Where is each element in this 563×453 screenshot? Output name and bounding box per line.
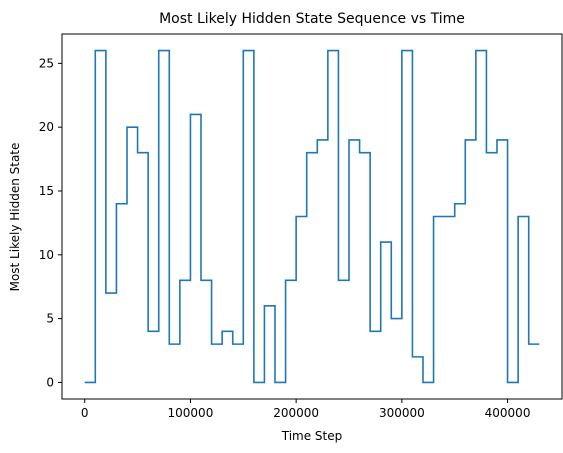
y-tick-label: 5 [46, 312, 54, 326]
series-line-0 [84, 49, 540, 384]
x-tick-label: 300000 [379, 406, 425, 420]
plot-area [84, 49, 540, 384]
x-axis-label: Time Step [281, 429, 343, 443]
y-tick-label: 15 [39, 184, 54, 198]
axis-ticks: 0 100000 200000 300000 400000 0 5 10 15 20 25 [39, 56, 531, 420]
y-tick-label: 10 [39, 248, 54, 262]
y-axis-label: Most Likely Hidden State [8, 143, 22, 292]
x-tick-label: 200000 [273, 406, 319, 420]
y-tick-label: 20 [39, 120, 54, 134]
axes-frame [61, 33, 563, 400]
chart-title: Most Likely Hidden State Sequence vs Tim… [159, 11, 465, 27]
x-tick-label: 0 [81, 406, 89, 420]
y-tick-label: 25 [39, 56, 54, 70]
x-tick-label: 100000 [168, 406, 214, 420]
x-tick-label: 400000 [485, 406, 531, 420]
y-tick-label: 0 [46, 375, 54, 389]
